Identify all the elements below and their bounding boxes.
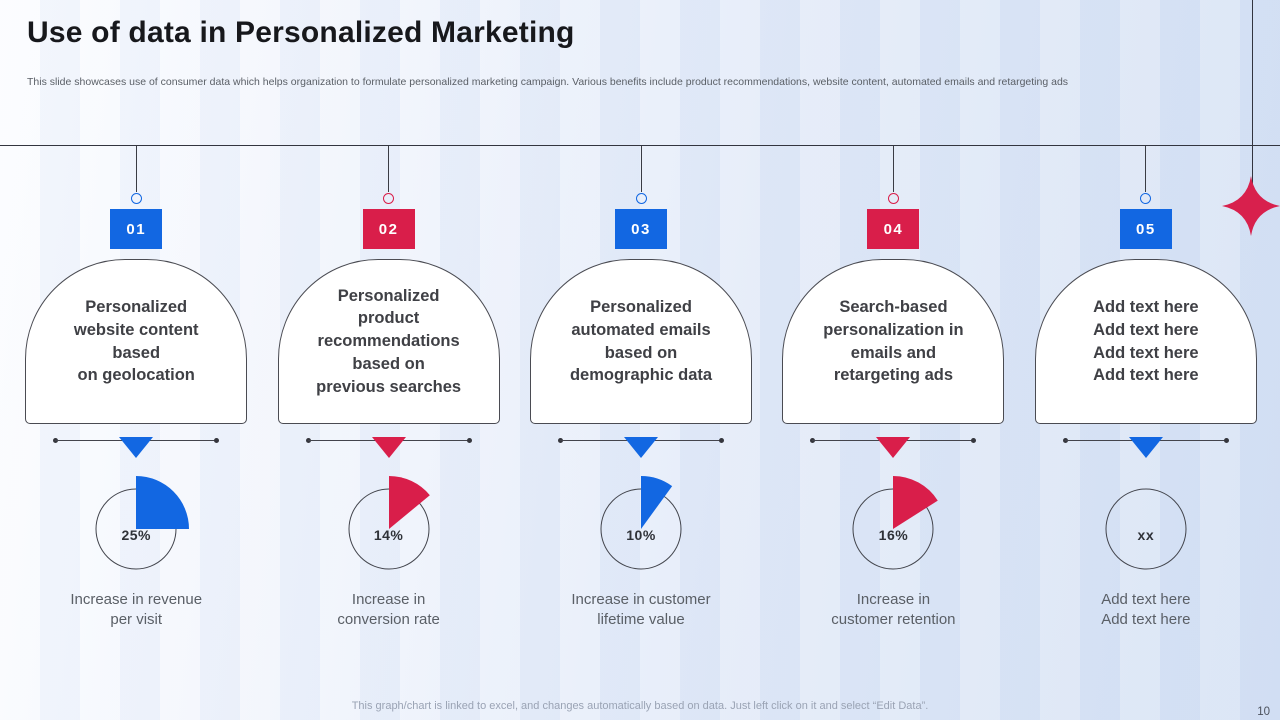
connector-dot-right: [971, 438, 977, 443]
option-column: 01 Personalized website content based on…: [10, 146, 262, 630]
node-circle-icon: [383, 193, 395, 204]
sparkle-star-icon: [1222, 176, 1280, 236]
option-card-text: Personalized website content based on ge…: [73, 297, 199, 385]
triangle-down-icon: [1128, 437, 1163, 458]
option-card: Personalized product recommendations bas…: [277, 259, 500, 424]
right-accent-line: [1252, 0, 1253, 192]
pie-wedge: [388, 476, 430, 529]
option-column: 02 Personalized product recommendations …: [262, 146, 514, 630]
option-column: 04 Search-based personalization in email…: [767, 146, 1019, 630]
metric-description: Increase in revenue per visit: [70, 591, 203, 628]
node-circle-icon: [887, 193, 899, 204]
number-badge: 01: [110, 209, 163, 249]
connector-drop-line: [640, 146, 642, 192]
pie-value-label: xx: [1137, 526, 1155, 543]
top-divider-line: [0, 145, 1280, 146]
triangle-down-icon: [371, 437, 406, 458]
option-column: 03 Personalized automated emails based o…: [515, 146, 767, 630]
number-badge: 03: [615, 209, 668, 249]
number-badge: 02: [362, 209, 415, 249]
pointer-connector: [558, 436, 725, 460]
pie-value-label: 14%: [373, 526, 404, 543]
slide-title: Use of data in Personalized Marketing: [27, 16, 575, 49]
connector-dot-right: [1223, 438, 1229, 443]
connector-drop-line: [388, 146, 390, 192]
metric-description: Increase in customer retention: [831, 591, 956, 628]
option-card-text: Search-based personalization in emails a…: [823, 297, 964, 385]
metric-description: Add text here Add text here: [1101, 591, 1191, 628]
option-card: Personalized automated emails based on d…: [530, 259, 753, 424]
pie-chart: 14%: [333, 472, 445, 586]
node-circle-icon: [130, 193, 142, 204]
pie-outline-circle: [1105, 488, 1187, 570]
connector-drop-line: [135, 146, 137, 192]
pie-chart: 10%: [585, 472, 697, 586]
connector-dot-right: [466, 438, 472, 443]
pie-chart: 25%: [80, 472, 192, 586]
pie-wedge: [893, 476, 939, 529]
page-number: 10: [1257, 706, 1270, 718]
connector-dot-right: [719, 438, 725, 443]
metric-description: Increase in conversion rate: [337, 591, 440, 628]
pie-chart: 16%: [837, 472, 949, 586]
connector-drop-line: [892, 146, 894, 192]
option-card: Search-based personalization in emails a…: [782, 259, 1005, 424]
pie-chart: xx: [1090, 472, 1202, 586]
pointer-connector: [53, 436, 220, 460]
pointer-connector: [305, 436, 472, 460]
triangle-down-icon: [119, 437, 154, 458]
pie-value-label: 25%: [121, 526, 151, 543]
connector-dot-right: [214, 438, 220, 443]
option-card-text: Add text here Add text here Add text her…: [1093, 297, 1199, 385]
option-column: 05 Add text here Add text here Add text …: [1020, 146, 1272, 630]
connector-drop-line: [1145, 146, 1147, 192]
option-card-text: Personalized automated emails based on d…: [569, 297, 713, 385]
node-circle-icon: [1140, 193, 1152, 204]
number-badge: 04: [867, 209, 920, 249]
pie-wedge: [641, 476, 673, 529]
option-card-text: Personalized product recommendations bas…: [316, 286, 462, 396]
slide-subtitle: This slide showcases use of consumer dat…: [27, 76, 1069, 88]
node-circle-icon: [635, 193, 647, 204]
triangle-down-icon: [624, 437, 659, 458]
pie-wedge: [136, 476, 190, 529]
pointer-connector: [810, 436, 977, 460]
triangle-down-icon: [876, 437, 911, 458]
option-card: Add text here Add text here Add text her…: [1034, 259, 1257, 424]
pointer-connector: [1062, 436, 1229, 460]
metric-description: Increase in customer lifetime value: [571, 591, 711, 628]
pie-value-label: 10%: [626, 526, 656, 543]
number-badge: 05: [1119, 209, 1172, 249]
options-row: 01 Personalized website content based on…: [10, 146, 1272, 630]
option-card: Personalized website content based on ge…: [25, 259, 248, 424]
pie-value-label: 16%: [878, 526, 909, 543]
footer-note: This graph/chart is linked to excel, and…: [351, 700, 929, 712]
